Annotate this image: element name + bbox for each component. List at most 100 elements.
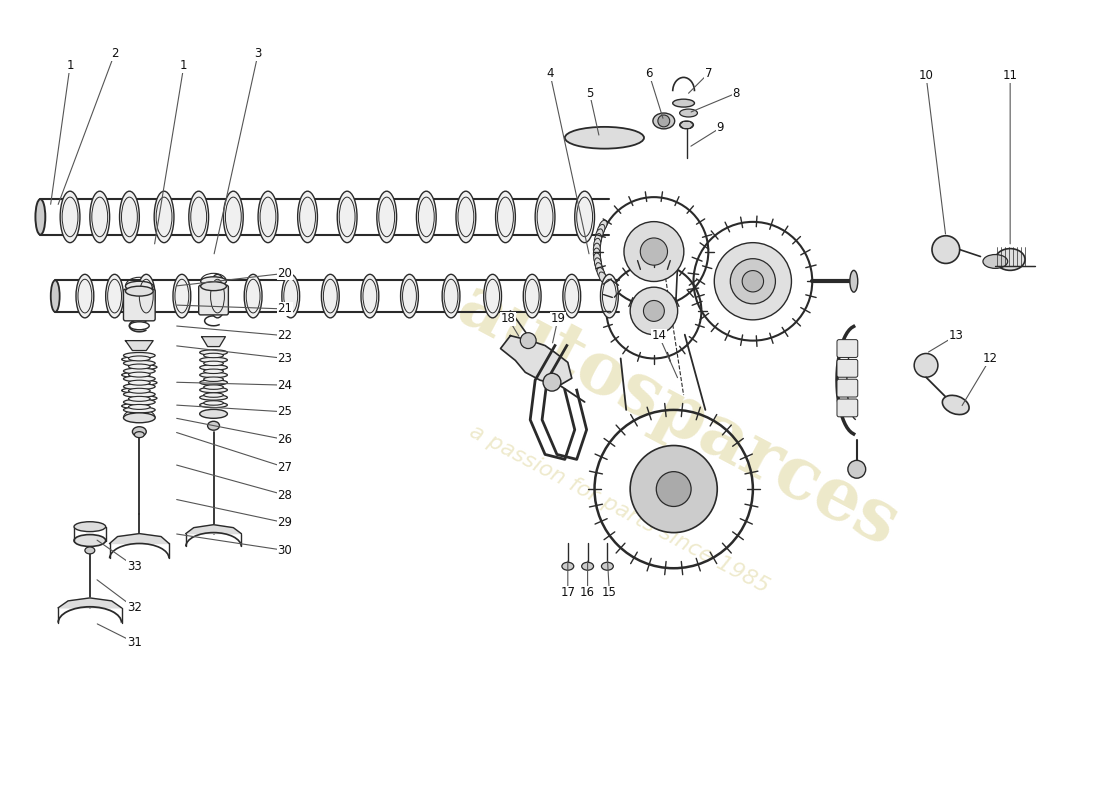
Text: 27: 27: [277, 461, 293, 474]
Ellipse shape: [582, 562, 594, 570]
Ellipse shape: [594, 238, 601, 250]
Circle shape: [630, 287, 678, 334]
Ellipse shape: [223, 191, 243, 242]
Text: 5: 5: [586, 86, 593, 100]
Ellipse shape: [484, 274, 502, 318]
FancyBboxPatch shape: [837, 359, 858, 378]
Ellipse shape: [200, 277, 227, 286]
Polygon shape: [500, 336, 572, 385]
Ellipse shape: [593, 248, 601, 260]
FancyBboxPatch shape: [837, 379, 858, 397]
Ellipse shape: [996, 249, 1025, 270]
FancyBboxPatch shape: [199, 286, 229, 315]
Circle shape: [543, 374, 561, 391]
Ellipse shape: [123, 399, 155, 405]
Text: 14: 14: [651, 329, 667, 342]
Ellipse shape: [123, 368, 155, 374]
Ellipse shape: [594, 258, 602, 270]
Text: a passion for parts since 1985: a passion for parts since 1985: [466, 421, 772, 597]
Ellipse shape: [74, 522, 106, 532]
Ellipse shape: [120, 191, 140, 242]
FancyBboxPatch shape: [837, 340, 858, 358]
Ellipse shape: [129, 380, 151, 385]
Ellipse shape: [943, 395, 969, 414]
Text: 33: 33: [126, 560, 142, 573]
Ellipse shape: [562, 562, 574, 570]
Text: 32: 32: [126, 602, 142, 614]
Text: 29: 29: [277, 516, 293, 530]
Ellipse shape: [456, 191, 476, 242]
Text: 25: 25: [277, 406, 293, 418]
Ellipse shape: [377, 191, 397, 242]
Circle shape: [520, 333, 536, 349]
Ellipse shape: [442, 274, 460, 318]
Text: 24: 24: [277, 378, 293, 392]
Ellipse shape: [200, 394, 228, 400]
Circle shape: [914, 354, 938, 378]
Ellipse shape: [125, 282, 153, 291]
Polygon shape: [58, 598, 121, 608]
Text: 16: 16: [580, 586, 595, 599]
Ellipse shape: [123, 407, 155, 413]
Ellipse shape: [204, 354, 223, 358]
Ellipse shape: [129, 405, 151, 410]
Circle shape: [658, 115, 670, 127]
Ellipse shape: [574, 191, 594, 242]
Ellipse shape: [204, 401, 223, 405]
Text: 20: 20: [277, 267, 293, 280]
Ellipse shape: [850, 270, 858, 292]
Text: 1: 1: [180, 59, 188, 72]
Ellipse shape: [200, 350, 228, 355]
Ellipse shape: [601, 274, 618, 318]
Text: 2: 2: [111, 47, 119, 60]
FancyBboxPatch shape: [123, 289, 155, 321]
Ellipse shape: [361, 274, 378, 318]
Ellipse shape: [200, 380, 228, 385]
Ellipse shape: [200, 387, 228, 393]
Ellipse shape: [598, 272, 607, 283]
Text: 3: 3: [254, 47, 262, 60]
Ellipse shape: [208, 422, 220, 430]
Ellipse shape: [594, 234, 602, 246]
Circle shape: [640, 238, 668, 265]
Text: 8: 8: [733, 86, 739, 100]
Ellipse shape: [595, 229, 603, 241]
Text: 9: 9: [716, 122, 724, 134]
Circle shape: [644, 301, 664, 322]
Text: 21: 21: [277, 302, 293, 315]
Ellipse shape: [138, 274, 155, 318]
Ellipse shape: [129, 356, 151, 361]
Ellipse shape: [597, 225, 605, 236]
Ellipse shape: [76, 274, 94, 318]
Text: 30: 30: [277, 544, 293, 557]
Circle shape: [848, 460, 866, 478]
Circle shape: [742, 270, 763, 292]
Text: 7: 7: [705, 67, 712, 80]
Ellipse shape: [60, 191, 80, 242]
Ellipse shape: [298, 191, 318, 242]
Ellipse shape: [258, 191, 278, 242]
Ellipse shape: [338, 191, 358, 242]
Ellipse shape: [594, 253, 601, 265]
Circle shape: [714, 242, 792, 320]
Ellipse shape: [282, 274, 299, 318]
FancyBboxPatch shape: [837, 399, 858, 417]
Text: 23: 23: [277, 352, 293, 365]
Ellipse shape: [134, 432, 144, 438]
Text: 6: 6: [646, 67, 652, 80]
Ellipse shape: [200, 282, 227, 290]
Text: 31: 31: [126, 636, 142, 649]
Ellipse shape: [204, 369, 223, 374]
Ellipse shape: [598, 220, 607, 231]
Ellipse shape: [204, 385, 223, 390]
Ellipse shape: [200, 372, 228, 378]
Ellipse shape: [85, 547, 95, 554]
Ellipse shape: [417, 191, 437, 242]
Polygon shape: [186, 525, 241, 534]
Ellipse shape: [154, 191, 174, 242]
Text: 26: 26: [277, 433, 293, 446]
Ellipse shape: [564, 127, 644, 149]
Ellipse shape: [400, 274, 418, 318]
Text: 18: 18: [500, 312, 516, 326]
Ellipse shape: [51, 280, 59, 312]
